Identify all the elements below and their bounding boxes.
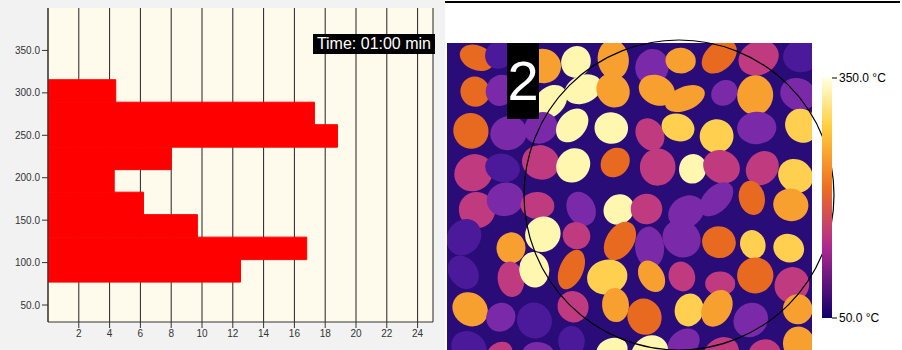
svg-text:350.0 °C: 350.0 °C [839,71,886,85]
svg-text:250.0: 250.0 [15,130,40,141]
svg-text:350.0: 350.0 [15,45,40,56]
svg-text:12: 12 [227,328,239,339]
html-text:2: 2 [507,49,539,112]
svg-text:22: 22 [381,328,393,339]
svg-text:14: 14 [258,328,270,339]
svg-text:24: 24 [412,328,424,339]
svg-text:150.0: 150.0 [15,215,40,226]
svg-text:8: 8 [168,328,174,339]
svg-text:300.0: 300.0 [15,87,40,98]
svg-text:100.0: 100.0 [15,257,40,268]
svg-text:16: 16 [289,328,301,339]
html-text:Time: 01:00 min: Time: 01:00 min [316,35,431,52]
svg-text:6: 6 [138,328,144,339]
svg-text:50.0: 50.0 [21,300,41,311]
svg-text:50.0 °C: 50.0 °C [839,311,879,325]
svg-text:10: 10 [196,328,208,339]
svg-text:20: 20 [350,328,362,339]
svg-text:2: 2 [76,328,82,339]
svg-text:200.0: 200.0 [15,172,40,183]
svg-text:18: 18 [320,328,332,339]
svg-text:4: 4 [107,328,113,339]
